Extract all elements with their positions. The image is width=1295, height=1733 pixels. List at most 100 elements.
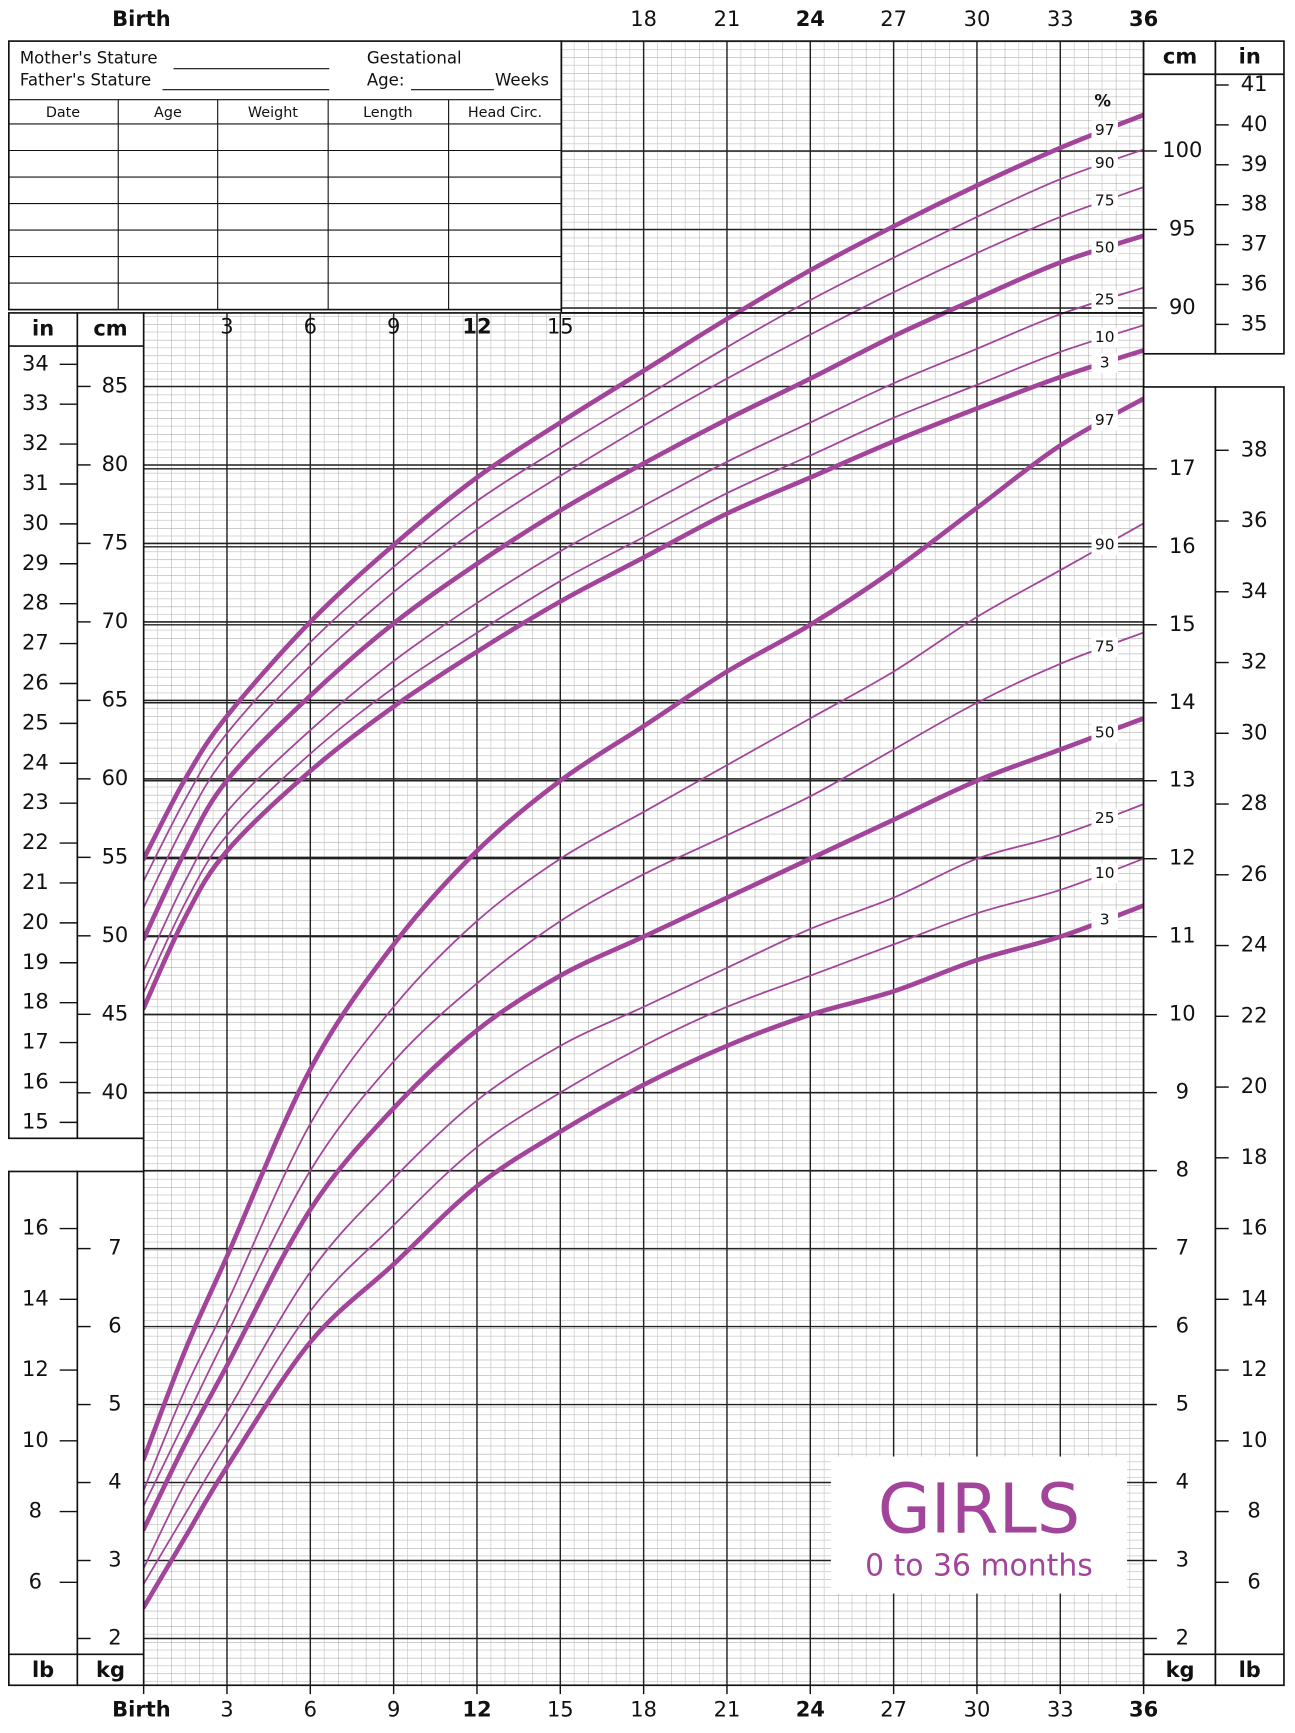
percentile-curve <box>142 286 1145 972</box>
y-tick-label: 26 <box>22 670 49 694</box>
y-tick-label: 70 <box>102 609 129 633</box>
percentile-curve <box>142 803 1145 1570</box>
x-tick-label: 36 <box>1129 1698 1158 1722</box>
y-tick-label: 90 <box>1169 295 1196 319</box>
x-tick-label: 36 <box>1129 7 1158 31</box>
lb-axis-box <box>1214 386 1285 1687</box>
y-tick-label: 22 <box>22 830 49 854</box>
father-stature: Father's Stature <box>20 70 151 89</box>
badge-subtitle: 0 to 36 months <box>865 1549 1093 1584</box>
x-tick-label: 18 <box>630 7 657 31</box>
y-tick-label: 39 <box>1241 152 1268 176</box>
form: Mother's Stature Father's Stature Gestat… <box>8 40 563 311</box>
y-tick-label: 12 <box>22 1357 49 1381</box>
y-tick-label: 8 <box>1176 1158 1189 1182</box>
y-tick-label: 32 <box>1241 650 1268 674</box>
gestational-age: Age: <box>367 70 405 89</box>
curve-label: 97 <box>1095 411 1115 429</box>
y-tick-label: 50 <box>102 923 129 947</box>
y-tick-label: 45 <box>102 1001 129 1025</box>
x-tick-label: Birth <box>112 7 171 31</box>
y-tick-label: 36 <box>1241 508 1268 532</box>
y-tick-label: 80 <box>102 452 129 476</box>
curve-label: 75 <box>1095 638 1115 656</box>
column-header: Length <box>363 105 413 121</box>
unit-label: in <box>1239 45 1261 69</box>
y-tick-label: 26 <box>1241 862 1268 886</box>
x-tick-label: 3 <box>220 314 233 338</box>
curve-label: 75 <box>1095 192 1115 210</box>
unit-label: cm <box>93 316 127 340</box>
y-tick-label: 34 <box>22 351 49 375</box>
curve-label-bg <box>1091 352 1118 373</box>
x-tick-label: 30 <box>964 1698 991 1722</box>
y-tick-label: 34 <box>1241 579 1268 603</box>
curve-label: 10 <box>1095 328 1115 346</box>
y-tick-label: 30 <box>1241 720 1268 744</box>
curve-label-bg <box>1091 808 1118 829</box>
y-tick-label: 12 <box>1241 1357 1268 1381</box>
curve-label-bg <box>1091 535 1118 556</box>
percentile-curve <box>141 233 1146 942</box>
y-tick-label: 11 <box>1169 924 1196 948</box>
percentile-curve <box>142 148 1145 882</box>
x-tick-label: 24 <box>796 7 825 31</box>
y-tick-label: 15 <box>22 1109 49 1133</box>
in-axis-box <box>8 312 79 1140</box>
x-tick-label: 33 <box>1047 7 1074 31</box>
y-tick-label: 37 <box>1241 232 1268 256</box>
percentile-curve <box>141 903 1146 1610</box>
fine-grid <box>561 41 1144 313</box>
badge: GIRLS 0 to 36 months <box>830 1456 1128 1594</box>
y-tick-label: 38 <box>1241 192 1268 216</box>
curve-label: 90 <box>1095 154 1115 172</box>
column-header: Head Circ. <box>468 105 542 121</box>
curve-label: 97 <box>1095 121 1115 139</box>
axis-boxes <box>8 40 1285 1687</box>
curve-label: 25 <box>1095 290 1115 308</box>
column-header: Date <box>46 105 80 121</box>
y-tick-label: 10 <box>1169 1002 1196 1026</box>
y-tick-label: 20 <box>22 910 49 934</box>
x-tick-label: 33 <box>1047 1698 1074 1722</box>
percentile-curve <box>142 857 1145 1585</box>
y-tick-label: 28 <box>22 591 49 615</box>
unit-label: in <box>32 316 54 340</box>
unit-label: lb <box>1239 1658 1261 1682</box>
y-tick-label: 6 <box>29 1569 42 1593</box>
y-tick-label: 60 <box>102 766 129 790</box>
y-tick-label: 2 <box>108 1625 121 1649</box>
column-header: Age <box>154 105 182 121</box>
y-tick-label: 32 <box>22 431 49 455</box>
y-tick-label: 14 <box>1241 1286 1268 1310</box>
curve-label: 50 <box>1095 723 1115 741</box>
x-tick-label: 6 <box>304 1698 317 1722</box>
y-tick-label: 25 <box>22 710 49 734</box>
badge-title: GIRLS <box>878 1470 1081 1550</box>
y-tick-label: 13 <box>1169 768 1196 792</box>
y-tick-label: 41 <box>1241 72 1268 96</box>
y-tick-label: 10 <box>22 1428 49 1452</box>
column-header: Weight <box>248 105 298 121</box>
percent-label: % <box>1094 91 1111 110</box>
y-tick-label: 100 <box>1162 138 1202 162</box>
x-tick-label: 27 <box>880 1698 907 1722</box>
y-tick-label: 7 <box>1176 1236 1189 1260</box>
x-tick-label: 12 <box>462 314 491 338</box>
y-tick-label: 65 <box>102 687 129 711</box>
x-tick-label: 24 <box>796 1698 825 1722</box>
y-tick-label: 85 <box>102 373 129 397</box>
unit-label: cm <box>1163 45 1197 69</box>
y-tick-label: 10 <box>1241 1428 1268 1452</box>
y-tick-label: 35 <box>1241 311 1268 335</box>
curve-label: 25 <box>1095 809 1115 827</box>
x-tick-label: 27 <box>880 7 907 31</box>
y-tick-label: 95 <box>1169 216 1196 240</box>
y-tick-label: 6 <box>1247 1569 1260 1593</box>
kg-axis-box <box>76 1170 145 1687</box>
y-tick-label: 20 <box>1241 1074 1268 1098</box>
curve-label-bg <box>1091 238 1118 259</box>
y-tick-label: 16 <box>1169 534 1196 558</box>
